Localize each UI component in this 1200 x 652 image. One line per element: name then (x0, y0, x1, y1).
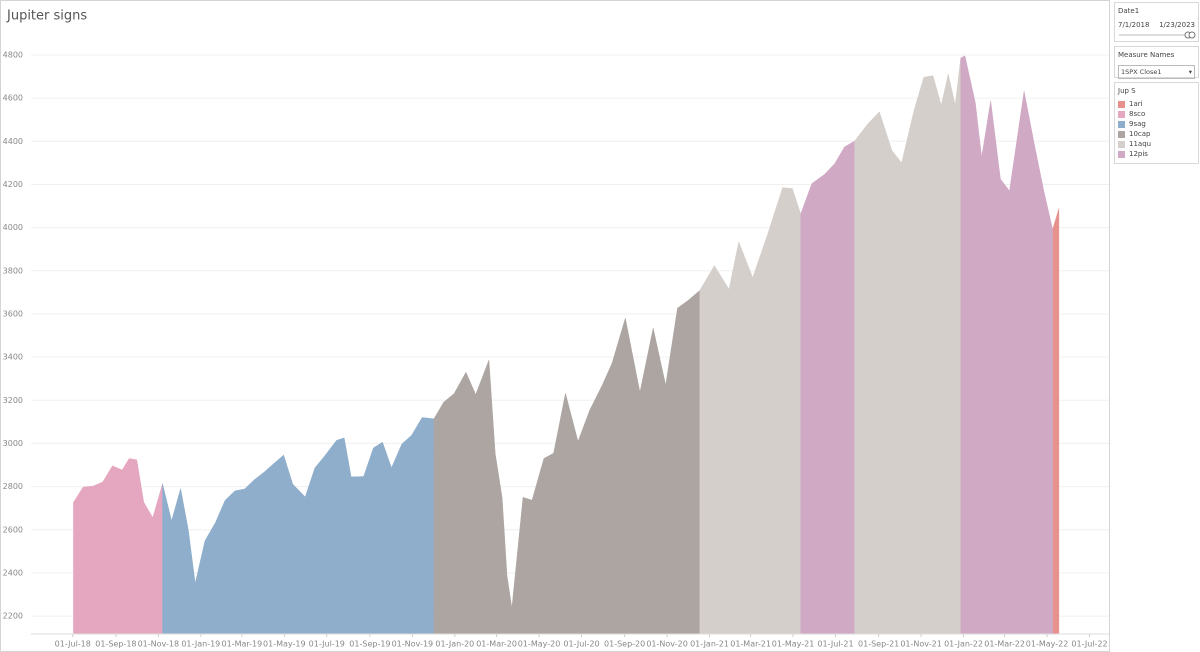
legend-item[interactable]: 1ari (1115, 99, 1198, 109)
x-tick-label: 01-Jan-21 (690, 640, 729, 649)
date-start[interactable]: 7/1/2018 (1118, 21, 1150, 29)
x-tick-label: 01-Jul-19 (309, 640, 345, 649)
chart-title: Jupiter signs (6, 9, 87, 24)
x-tick-label: 01-Mar-21 (730, 640, 771, 649)
measure-filter: Measure Names 1SPX Close1 ▾ (1114, 46, 1199, 79)
x-tick-label: 01-May-19 (263, 640, 306, 649)
dropdown[interactable]: 1SPX Close1 ▾ (1118, 65, 1195, 79)
filter-title: Measure Names (1118, 51, 1175, 59)
legend-label: 10cap (1129, 130, 1151, 138)
y-tick-label: 3800 (3, 266, 23, 275)
legend-swatch (1118, 150, 1125, 158)
date-range: 7/1/2018 1/23/2023 (1115, 19, 1198, 31)
y-tick-label: 3600 (3, 309, 23, 318)
x-tick-label: 01-Nov-20 (646, 640, 688, 649)
x-tick-label: 01-May-21 (772, 640, 815, 649)
area (960, 55, 1053, 635)
y-tick-label: 2200 (3, 612, 23, 621)
x-tick-label: 01-Jan-22 (944, 640, 983, 649)
legend-label: 8sco (1129, 110, 1146, 118)
area (162, 417, 435, 635)
y-tick-label: 4400 (3, 137, 23, 146)
y-tick-label: 4000 (3, 223, 23, 232)
y-tick-label: 2600 (3, 525, 23, 534)
legend-swatch (1118, 100, 1125, 108)
chart: Jupiter signs 2200 2400 2600 2800 3000 3200 34… (0, 0, 1110, 652)
area (854, 57, 962, 635)
legend-label: 9sag (1129, 120, 1146, 128)
x-tick-label: 01-Sep-19 (349, 640, 390, 649)
slider[interactable] (1115, 31, 1198, 39)
area (433, 289, 701, 635)
x-tick-label: 01-Jan-20 (435, 640, 474, 649)
x-tick-label: 01-Jul-21 (817, 640, 853, 649)
filter-title: Date1 (1118, 7, 1140, 15)
x-tick-label: 01-Mar-19 (222, 640, 263, 649)
legend-label: 1ari (1129, 100, 1143, 108)
legend-item[interactable]: 10cap (1115, 129, 1198, 139)
x-tick-label: 01-Jan-19 (181, 640, 220, 649)
legend-item[interactable]: 8sco (1115, 109, 1198, 119)
x-tick-label: 01-Nov-18 (138, 640, 180, 649)
x-tick-label: 01-Mar-20 (476, 640, 517, 649)
y-tick-label: 3400 (3, 353, 23, 362)
x-tick-label: 01-Sep-21 (858, 640, 899, 649)
legend-item[interactable]: 12pis (1115, 149, 1198, 159)
legend-swatch (1118, 140, 1125, 148)
x-tick-label: 01-Jul-18 (55, 640, 91, 649)
y-tick-label: 3200 (3, 396, 23, 405)
x-tick-label: 01-Nov-19 (392, 640, 434, 649)
y-tick-label: 4800 (3, 50, 23, 59)
area (699, 187, 801, 635)
x-tick-label: 01-May-22 (1026, 640, 1069, 649)
dropdown-value: 1SPX Close1 (1121, 68, 1162, 76)
legend-swatch (1118, 110, 1125, 118)
x-tick-label: 01-Jul-20 (563, 640, 599, 649)
legend-swatch (1118, 130, 1125, 138)
area (800, 140, 855, 635)
x-tick-label: 01-Mar-22 (984, 640, 1025, 649)
y-tick-label: 2400 (3, 568, 23, 577)
legend-item[interactable]: 11aqu (1115, 139, 1198, 149)
legend-item[interactable]: 9sag (1115, 119, 1198, 129)
legend-swatch (1118, 120, 1125, 128)
area (1052, 208, 1060, 635)
y-tick-label: 3000 (3, 439, 23, 448)
date-filter[interactable]: Date1 7/1/2018 1/23/2023 (1114, 2, 1199, 42)
legend-label: 12pis (1129, 150, 1148, 158)
x-tick-label: 01-Jul-22 (1071, 640, 1107, 649)
x-tick-label: 01-May-20 (518, 640, 561, 649)
date-end[interactable]: 1/23/2023 (1159, 21, 1195, 29)
y-tick-label: 2800 (3, 482, 23, 491)
legend-label: 11aqu (1129, 140, 1152, 148)
x-tick-label: 01-Nov-21 (900, 640, 942, 649)
x-tick-label: 01-Sep-18 (95, 640, 136, 649)
legend-title: Jup S (1118, 87, 1136, 95)
y-tick-label: 4600 (3, 94, 23, 103)
x-tick-label: 01-Sep-20 (604, 640, 645, 649)
y-tick-label: 4200 (3, 180, 23, 189)
area (73, 458, 163, 635)
legend: Jup S 1ari 8sco 9sag 10cap 11aqu 12pis (1114, 82, 1199, 164)
